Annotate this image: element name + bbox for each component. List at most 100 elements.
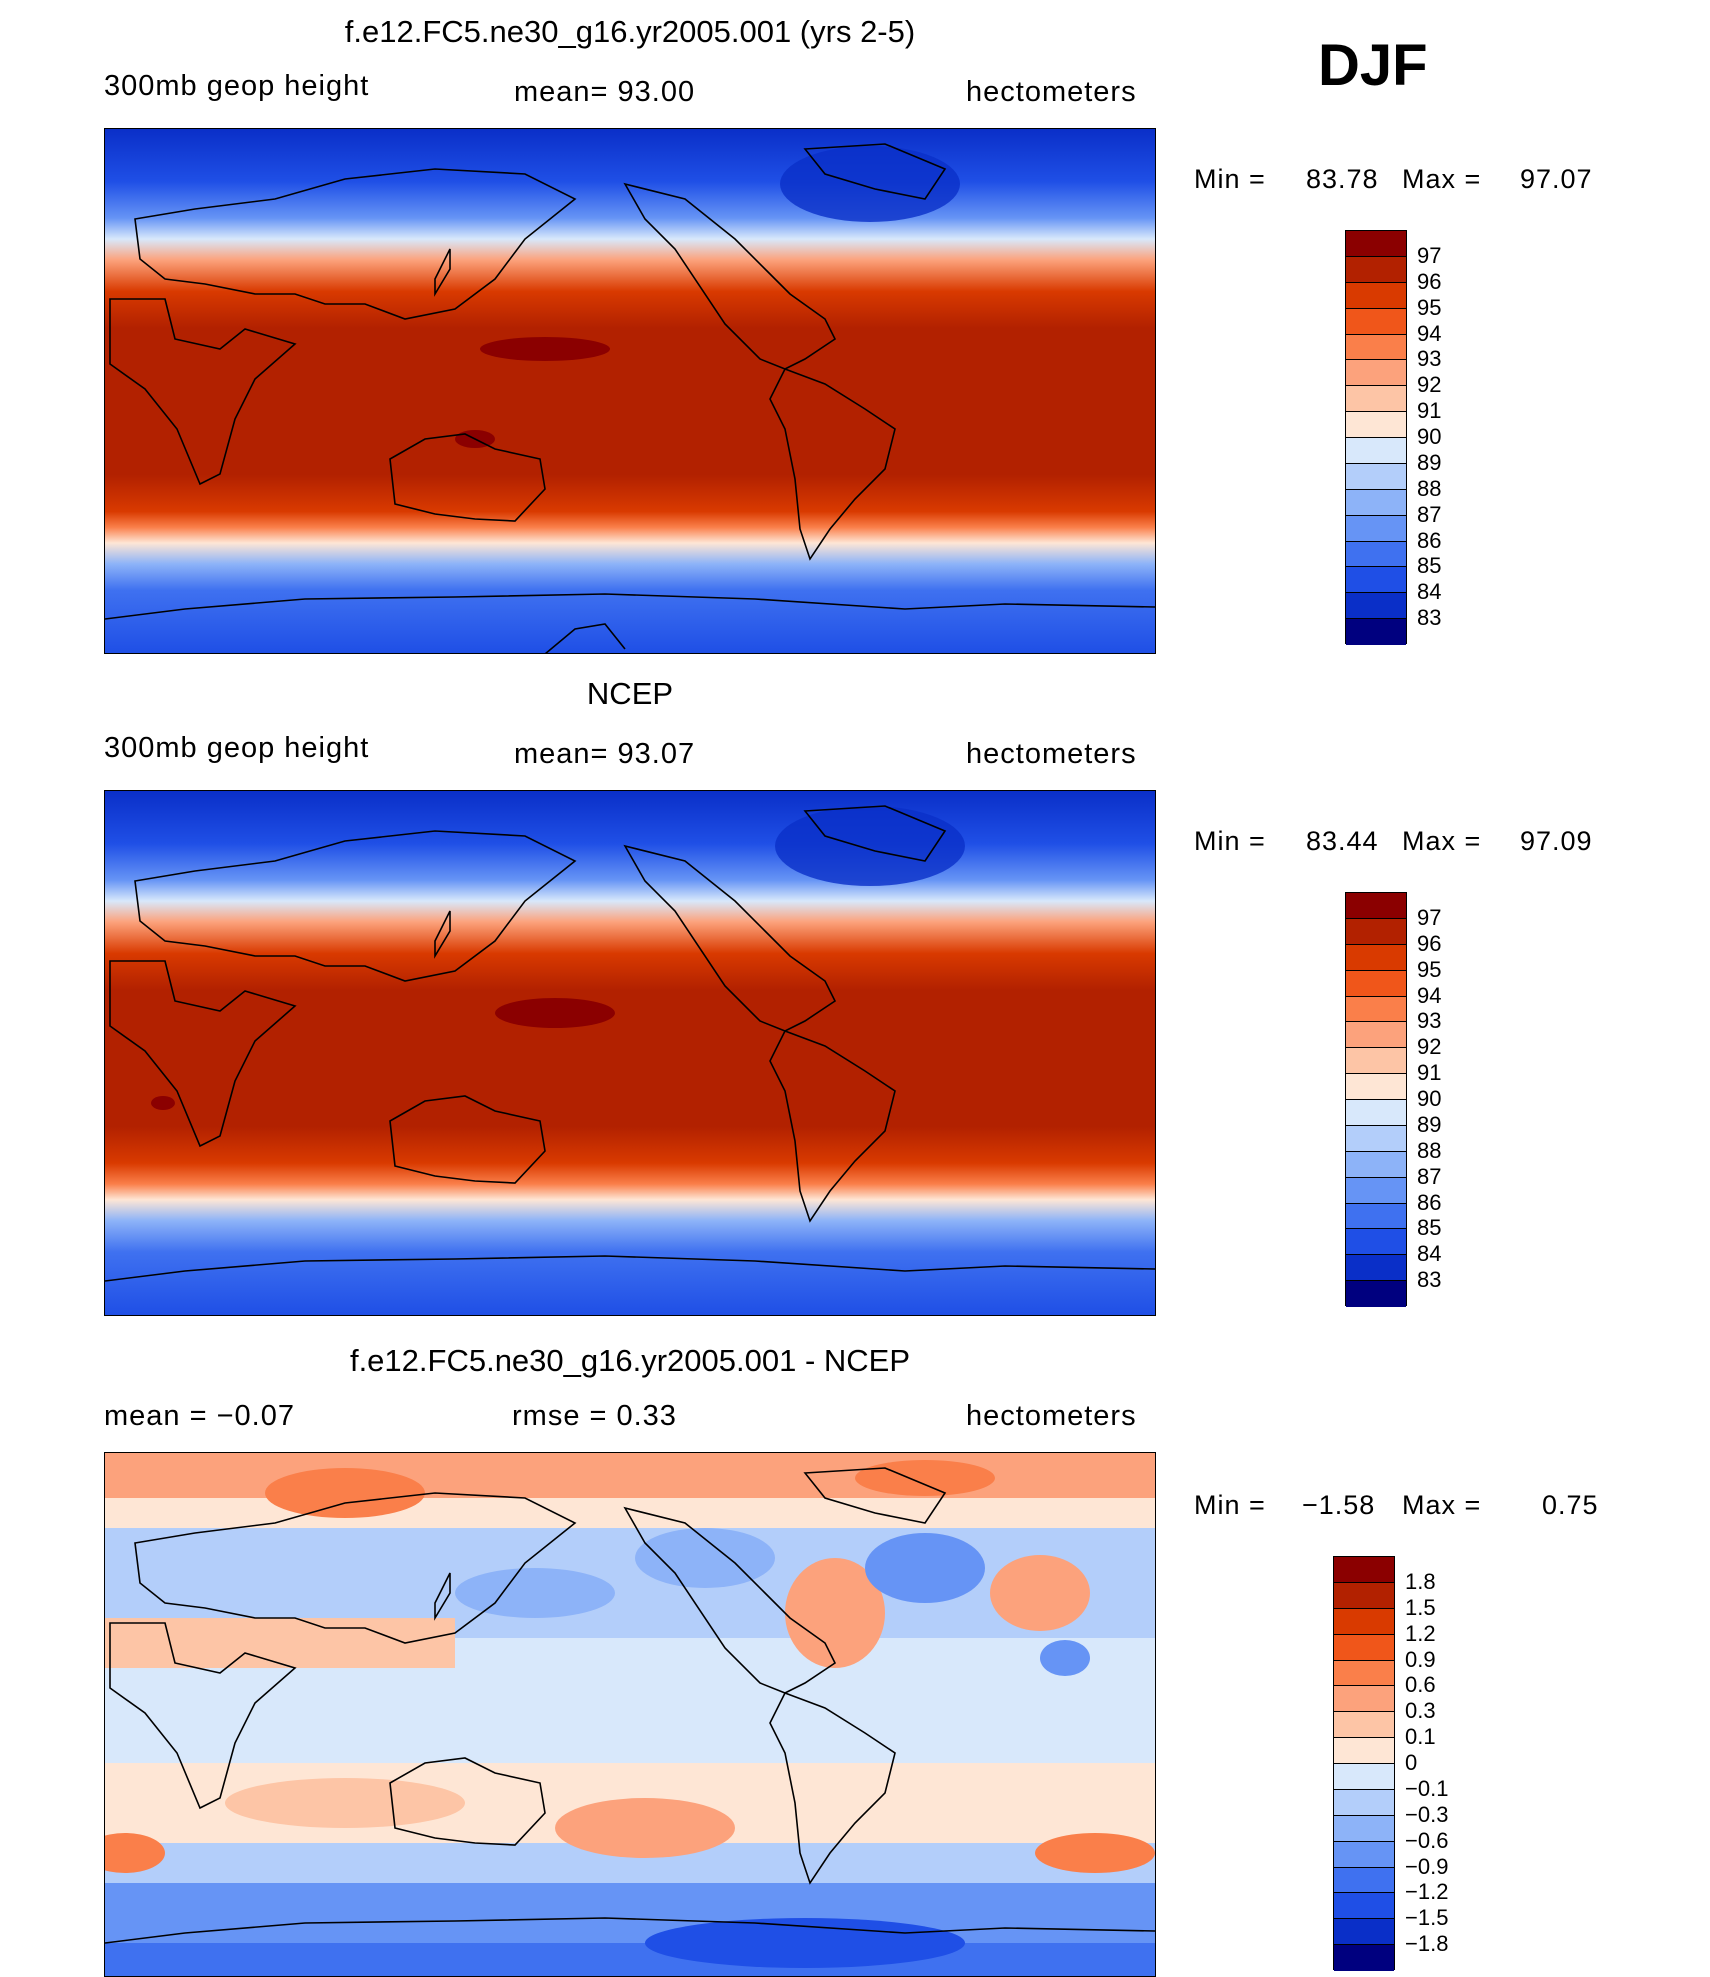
colorbar-tick-label: 87: [1417, 1163, 1442, 1189]
colorbar-tick-label: −1.8: [1405, 1931, 1449, 1957]
colorbar-tick-label: 90: [1417, 424, 1442, 449]
colorbar-tick-label: 83: [1417, 1267, 1442, 1293]
colorbar-swatch: [1346, 970, 1406, 997]
colorbar-swatch: [1346, 593, 1406, 620]
panel1-field: [105, 129, 1155, 653]
colorbar-tick-label: −0.9: [1405, 1853, 1449, 1879]
colorbar-tick-label: 1.8: [1405, 1568, 1436, 1594]
panel3-units: hectometers: [966, 1400, 1137, 1432]
colorbar-swatch: [1346, 231, 1406, 257]
colorbar-tick-label: 97: [1417, 904, 1442, 930]
colorbar-tick-label: 0.9: [1405, 1646, 1436, 1672]
panel2-max-label: Max =: [1402, 826, 1482, 856]
colorbar-swatch: [1334, 1789, 1394, 1816]
colorbar-tick-label: 88: [1417, 1137, 1442, 1163]
colorbar-swatch: [1334, 1686, 1394, 1713]
colorbar-tick-label: 92: [1417, 1034, 1442, 1060]
panel1-max-label: Max =: [1402, 164, 1482, 194]
panel3-rmse: rmse = 0.33: [512, 1400, 677, 1432]
panel1-units: hectometers: [966, 76, 1137, 108]
panel3-max-value: 0.75: [1542, 1490, 1599, 1520]
colorbar-tick-label: 95: [1417, 294, 1442, 320]
panel1-mean: mean= 93.00: [514, 76, 696, 108]
colorbar-swatch: [1334, 1841, 1394, 1868]
colorbar-tick-label: 90: [1417, 1086, 1442, 1111]
colorbar-swatch: [1346, 1229, 1406, 1256]
colorbar-tick-label: 97: [1417, 242, 1442, 268]
colorbar-swatch: [1346, 412, 1406, 438]
panel1-max-value: 97.07: [1520, 164, 1593, 194]
panel3-max-label: Max =: [1402, 1490, 1482, 1520]
colorbar-tick-label: 84: [1417, 1241, 1442, 1267]
colorbar-swatch: [1334, 1582, 1394, 1609]
colorbar-swatch: [1346, 515, 1406, 542]
colorbar-swatch: [1334, 1945, 1394, 1971]
colorbar-tick-label: −0.1: [1405, 1775, 1449, 1801]
colorbar-tick-label: 89: [1417, 1111, 1442, 1137]
colorbar-swatch: [1334, 1919, 1394, 1946]
colorbar-tick-label: 91: [1417, 398, 1442, 424]
colorbar-tick-label: −0.3: [1405, 1801, 1449, 1827]
colorbar-tick-label: −1.5: [1405, 1905, 1449, 1931]
colorbar-tick-label: 1.5: [1405, 1594, 1436, 1620]
colorbar-swatch: [1346, 489, 1406, 516]
colorbar-swatch: [1346, 567, 1406, 594]
colorbar-swatch: [1346, 256, 1406, 283]
colorbar-tick-label: 0.1: [1405, 1724, 1436, 1750]
colorbar-tick-label: 96: [1417, 930, 1442, 956]
panel3-min-value: −1.58: [1302, 1490, 1376, 1520]
colorbar-swatch: [1334, 1867, 1394, 1894]
panel3-title: f.e12.FC5.ne30_g16.yr2005.001 - NCEP: [349, 1343, 911, 1378]
colorbar-tick-label: −0.6: [1405, 1827, 1449, 1853]
panel1-title: f.e12.FC5.ne30_g16.yr2005.001 (yrs 2-5): [344, 14, 916, 49]
colorbar-tick-label: 89: [1417, 449, 1442, 475]
colorbar-tick-label: −1.2: [1405, 1879, 1449, 1905]
colorbar-tick-label: 93: [1417, 1008, 1442, 1034]
colorbar-tick-label: 0: [1405, 1750, 1418, 1775]
colorbar-swatch: [1346, 1125, 1406, 1152]
colorbar-swatch: [1346, 386, 1406, 413]
colorbar-tick-label: 96: [1417, 268, 1442, 294]
panel2-max-value: 97.09: [1520, 826, 1593, 856]
colorbar-swatch: [1346, 996, 1406, 1023]
panel1-variable: 300mb geop height: [104, 70, 370, 102]
panel2-map: [104, 790, 1156, 1316]
colorbar-swatch: [1346, 1022, 1406, 1049]
colorbar-swatch: [1334, 1712, 1394, 1739]
colorbar-swatch: [1334, 1660, 1394, 1687]
season-label: DJF: [1318, 33, 1428, 98]
colorbar-swatch: [1334, 1815, 1394, 1842]
colorbar-swatch: [1346, 360, 1406, 387]
colorbar-swatch: [1346, 893, 1406, 919]
colorbar-swatch: [1346, 438, 1406, 464]
colorbar-swatch: [1346, 1203, 1406, 1230]
colorbar-swatch: [1334, 1738, 1394, 1764]
colorbar-swatch: [1346, 1074, 1406, 1100]
panel2-min-label: Min =: [1194, 826, 1266, 856]
panel1-min-value: 83.78: [1306, 164, 1379, 194]
colorbar-swatch: [1346, 308, 1406, 335]
panel1-map: [104, 128, 1156, 654]
colorbar-tick-label: 0.6: [1405, 1672, 1436, 1698]
colorbar-tick-label: 93: [1417, 346, 1442, 372]
colorbar-tick-label: 1.2: [1405, 1620, 1436, 1646]
colorbar-swatch: [1346, 282, 1406, 309]
colorbar-swatch: [1334, 1764, 1394, 1790]
colorbar-tick-label: 87: [1417, 501, 1442, 527]
colorbar-swatch: [1334, 1557, 1394, 1583]
panel2-title: NCEP: [586, 676, 674, 711]
panel2-colorbar: [1345, 892, 1407, 1307]
colorbar-tick-label: 92: [1417, 372, 1442, 398]
colorbar-tick-label: 95: [1417, 956, 1442, 982]
colorbar-tick-label: 86: [1417, 1189, 1442, 1215]
panel2-field: [105, 791, 1155, 1315]
colorbar-swatch: [1346, 1100, 1406, 1126]
colorbar-swatch: [1346, 1281, 1406, 1307]
panel1-colorbar: [1345, 230, 1407, 645]
panel2-units: hectometers: [966, 738, 1137, 770]
colorbar-swatch: [1346, 619, 1406, 645]
colorbar-tick-label: 86: [1417, 527, 1442, 553]
colorbar-swatch: [1346, 1177, 1406, 1204]
panel3-min-label: Min =: [1194, 1490, 1266, 1520]
colorbar-swatch: [1346, 334, 1406, 361]
